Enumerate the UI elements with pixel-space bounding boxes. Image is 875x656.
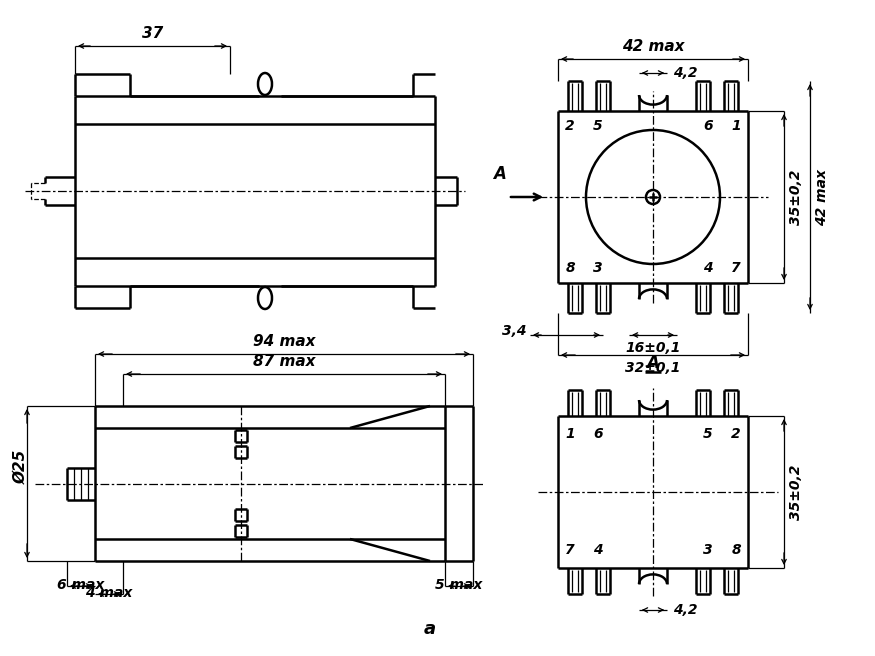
Text: 8: 8: [732, 543, 741, 557]
Text: 4: 4: [593, 543, 603, 557]
Text: 16±0,1: 16±0,1: [626, 341, 681, 355]
Text: 87 max: 87 max: [253, 354, 315, 369]
Text: 3: 3: [704, 543, 713, 557]
Text: 4: 4: [704, 261, 713, 275]
Text: 5: 5: [704, 427, 713, 441]
Text: 7: 7: [732, 261, 741, 275]
Text: 35±0,2: 35±0,2: [789, 169, 803, 225]
Text: 37: 37: [142, 26, 163, 41]
Text: 1: 1: [565, 427, 575, 441]
Text: 2: 2: [565, 119, 575, 133]
Text: A: A: [493, 165, 507, 183]
Text: 4,2: 4,2: [673, 66, 697, 80]
Text: 3,4: 3,4: [501, 324, 526, 338]
Text: Ø25: Ø25: [13, 449, 29, 483]
Text: a: a: [424, 620, 436, 638]
Text: 32±0,1: 32±0,1: [626, 361, 681, 375]
Text: 7: 7: [565, 543, 575, 557]
Text: 6: 6: [593, 427, 603, 441]
Text: A: A: [647, 354, 660, 372]
Text: 94 max: 94 max: [253, 334, 315, 349]
Text: 42 max: 42 max: [622, 39, 684, 54]
Text: 5 max: 5 max: [436, 578, 483, 592]
Text: 6: 6: [704, 119, 713, 133]
Text: 3: 3: [593, 261, 603, 275]
Text: 2: 2: [732, 427, 741, 441]
Text: 6 max: 6 max: [58, 578, 105, 592]
Text: 35±0,2: 35±0,2: [789, 464, 803, 520]
Text: 8: 8: [565, 261, 575, 275]
Text: 42 max: 42 max: [815, 169, 829, 226]
Text: 1: 1: [732, 119, 741, 133]
Text: 4 max: 4 max: [86, 586, 133, 600]
Text: 4,2: 4,2: [673, 603, 697, 617]
Text: 5: 5: [593, 119, 603, 133]
